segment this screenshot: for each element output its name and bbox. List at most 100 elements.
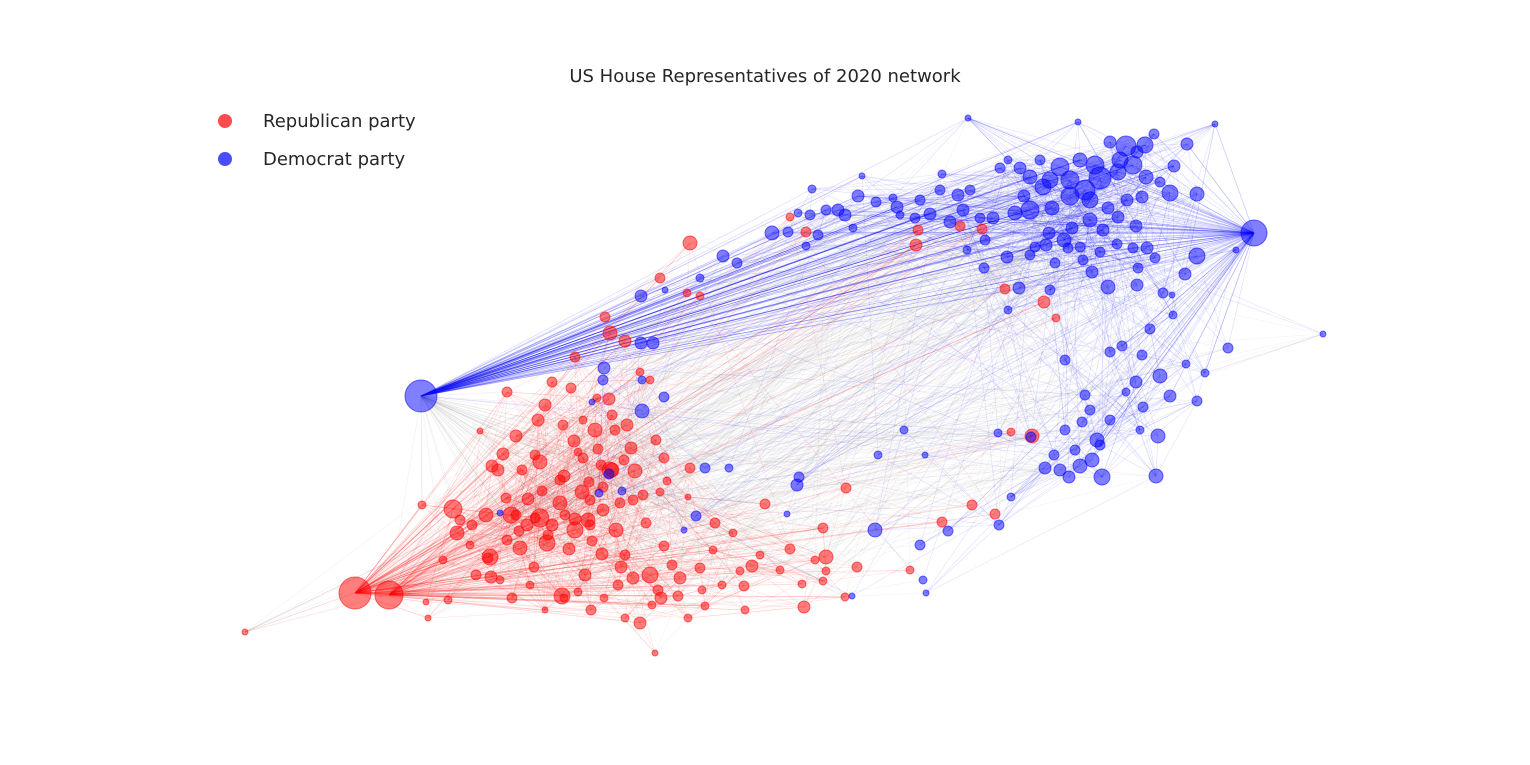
edge-democrat: [420, 239, 986, 397]
node-republican: [602, 392, 616, 406]
edge-democrat: [1116, 232, 1255, 245]
edge-democrat: [899, 214, 1157, 477]
edge-democrat: [857, 189, 971, 197]
edge-democrat: [949, 195, 1025, 223]
edge-republican: [506, 391, 611, 471]
node-republican: [624, 441, 638, 455]
edge-democrat: [941, 173, 1255, 234]
edge-republican: [541, 490, 706, 607]
edge-democrat: [817, 234, 1174, 316]
edge-democrat: [420, 199, 921, 397]
edge-republican: [388, 565, 753, 596]
node-democrat: [1003, 305, 1013, 315]
edge-democrat: [1059, 232, 1255, 471]
node-democrat: [986, 211, 1000, 225]
edge-republican: [624, 554, 681, 579]
node-republican: [735, 566, 745, 576]
edge-republican: [354, 592, 846, 598]
edge-republican: [563, 529, 617, 599]
edge-cross: [541, 234, 819, 492]
edge-democrat: [1071, 227, 1109, 288]
edge-democrat: [1054, 262, 1111, 353]
edge-cross: [515, 232, 1255, 437]
edge-democrat: [1117, 123, 1216, 218]
edge-cross: [660, 209, 827, 599]
node-democrat: [870, 196, 882, 208]
edge-cross: [642, 227, 1073, 496]
edge-cross: [600, 217, 981, 466]
edge-republican: [751, 548, 791, 567]
edge-republican: [521, 464, 602, 471]
edge-democrat: [1146, 232, 1255, 249]
edge-cross: [534, 381, 1137, 456]
edge-cross: [591, 436, 1032, 542]
edge-democrat: [683, 189, 971, 531]
edge-republican: [388, 574, 651, 596]
edge-democrat: [852, 197, 894, 229]
node-democrat: [993, 519, 1005, 531]
edge-democrat: [1099, 444, 1157, 477]
edge-republican: [551, 381, 602, 466]
edge-cross: [427, 512, 501, 619]
edge-democrat: [851, 465, 1081, 597]
edge-democrat: [728, 225, 1137, 469]
node-republican: [500, 492, 512, 504]
edge-republican: [515, 435, 528, 526]
edge-democrat: [420, 239, 986, 397]
edge-republican: [490, 419, 539, 578]
edge-democrat: [877, 454, 1000, 526]
edge-republican: [354, 566, 858, 594]
edge-cross: [611, 117, 969, 471]
edge-democrat: [899, 167, 1001, 216]
node-democrat: [1094, 246, 1106, 258]
edge-republican: [425, 514, 487, 603]
edge-cross: [420, 395, 493, 467]
edge-democrat: [1064, 359, 1091, 411]
node-democrat: [867, 522, 883, 538]
edge-democrat: [1107, 207, 1255, 234]
node-democrat: [1129, 219, 1143, 233]
edge-democrat: [1155, 400, 1198, 477]
node-democrat: [914, 539, 926, 551]
edge-democrat: [984, 159, 1009, 241]
edge-democrat: [699, 232, 1255, 279]
node-democrat: [1006, 492, 1016, 502]
edge-republican: [803, 556, 827, 608]
edge-cross: [822, 271, 1093, 529]
edge-republican: [354, 242, 691, 594]
edge-democrat: [420, 395, 1055, 456]
edge-democrat: [1142, 273, 1186, 408]
edge-republican: [456, 532, 508, 541]
edge-democrat: [652, 277, 701, 344]
edge-democrat: [603, 367, 706, 469]
node-republican: [694, 562, 706, 574]
node-democrat: [943, 215, 957, 229]
edge-republican: [639, 371, 661, 493]
edge-republican: [354, 457, 665, 594]
edge-cross: [736, 262, 1033, 437]
node-democrat: [1167, 159, 1181, 173]
edge-democrat: [1154, 192, 1171, 259]
edge-republican: [421, 470, 636, 506]
edge-cross: [664, 289, 668, 482]
edge-cross: [701, 354, 1143, 591]
node-republican: [672, 590, 684, 602]
legend-marker-democrat: [218, 152, 232, 166]
edge-cross: [598, 491, 661, 494]
edge-democrat: [1030, 289, 1051, 438]
edge-republican: [577, 447, 632, 593]
edge-democrat: [640, 292, 1164, 344]
node-democrat: [1003, 155, 1013, 165]
edge-republican: [589, 371, 641, 501]
edge-cross: [570, 387, 949, 532]
edge-democrat: [1099, 232, 1255, 253]
node-democrat: [848, 223, 858, 233]
edge-democrat: [1064, 359, 1159, 437]
edge-republican: [354, 391, 508, 594]
edge-republican: [479, 430, 579, 453]
edge-cross: [649, 207, 1109, 576]
edge-democrat: [1045, 244, 1086, 396]
edge-cross: [354, 314, 1174, 594]
edge-republican: [649, 480, 668, 576]
edge-republican: [614, 429, 657, 441]
